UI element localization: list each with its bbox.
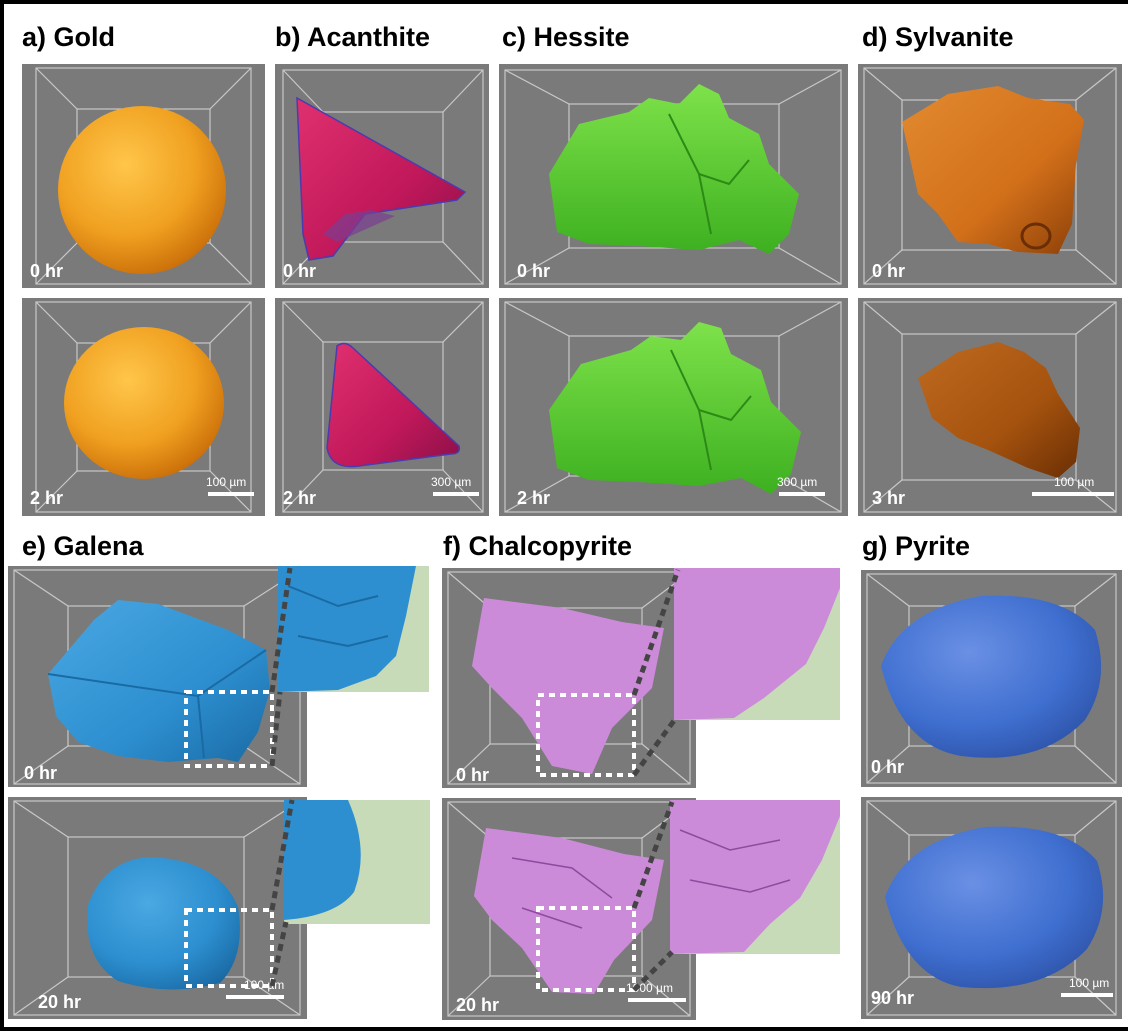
time-label: 90 hr — [871, 988, 915, 1008]
time-label: 2 hr — [283, 488, 317, 508]
chalcopyrite-surface-zoom — [670, 800, 840, 954]
bounding-box-wireframe — [863, 301, 1117, 513]
hessite-grain-2hr — [549, 322, 801, 494]
scale-bar — [779, 492, 825, 496]
galena-surface-zoom — [284, 800, 361, 920]
sylvanite-3hr-panel: 3 hr 100 µm — [858, 298, 1122, 516]
galena-surface-zoom — [278, 566, 416, 692]
hessite-2hr-panel: 2 hr 300 µm — [499, 298, 848, 516]
title-sylvanite: d) Sylvanite — [862, 22, 1014, 52]
time-label: 0 hr — [871, 757, 905, 777]
sylvanite-0hr-panel: 0 hr — [858, 64, 1122, 288]
scale-bar-label: 300 µm — [431, 475, 472, 489]
galena-20hr-panel: 20 hr 100 µm — [8, 797, 307, 1019]
chalcopyrite-0hr-zoom-inset — [674, 568, 840, 720]
title-gold: a) Gold — [22, 22, 115, 52]
pyrite-grain-90hr — [885, 826, 1104, 989]
galena-0hr-zoom-inset — [278, 566, 429, 692]
title-acanthite: b) Acanthite — [275, 22, 430, 52]
scale-bar — [208, 492, 254, 496]
scale-bar — [628, 998, 686, 1002]
scale-bar-label: 100 µm — [1054, 475, 1095, 489]
time-label: 0 hr — [24, 763, 58, 783]
time-label: 0 hr — [30, 261, 64, 281]
scale-bar-label: 300 µm — [777, 475, 818, 489]
chalcopyrite-20hr-zoom-inset — [670, 800, 840, 954]
galena-20hr-zoom-inset — [284, 800, 430, 924]
chalcopyrite-20hr-panel: 20 hr 1000 µm — [442, 798, 696, 1020]
sylvanite-grain-0hr — [902, 86, 1084, 254]
hessite-0hr-panel: 0 hr — [499, 64, 848, 288]
sylvanite-grain-3hr — [918, 342, 1080, 478]
title-pyrite: g) Pyrite — [862, 531, 971, 561]
acanthite-grain-0hr — [296, 96, 467, 261]
gold-2hr-panel: 2 hr 100 µm — [22, 298, 265, 516]
time-label: 20 hr — [456, 995, 500, 1015]
pyrite-grain-0hr — [881, 595, 1102, 758]
galena-0hr-panel: 0 hr — [8, 566, 307, 787]
scale-bar — [1032, 492, 1114, 496]
gold-grain-0hr — [58, 106, 226, 274]
time-label: 2 hr — [30, 488, 64, 508]
time-label: 20 hr — [38, 992, 82, 1012]
bounding-box-wireframe — [282, 301, 484, 513]
pyrite-90hr-panel: 90 hr 100 µm — [861, 797, 1122, 1019]
hessite-grain-0hr — [549, 84, 799, 254]
scale-bar — [433, 492, 479, 496]
title-chalcopyrite: f) Chalcopyrite — [443, 531, 633, 561]
time-label: 0 hr — [456, 765, 490, 785]
scale-bar-label: 100 µm — [1069, 976, 1110, 990]
title-hessite: c) Hessite — [502, 22, 630, 52]
title-galena: e) Galena — [22, 531, 144, 561]
galena-grain-0hr — [47, 600, 270, 762]
scale-bar-label: 100 µm — [244, 978, 285, 992]
gold-0hr-panel: 0 hr — [22, 64, 265, 288]
chalcopyrite-surface-zoom — [674, 568, 840, 720]
acanthite-grain-2hr — [326, 342, 461, 468]
time-label: 0 hr — [872, 261, 906, 281]
scale-bar-label: 100 µm — [206, 475, 247, 489]
acanthite-0hr-panel: 0 hr — [275, 64, 489, 288]
scale-bar — [226, 995, 284, 999]
chalcopyrite-0hr-panel: 0 hr — [442, 568, 696, 788]
acanthite-2hr-panel: 2 hr 300 µm — [275, 298, 489, 516]
scale-bar — [1061, 993, 1113, 997]
chalcopyrite-grain-0hr — [472, 598, 664, 774]
time-label: 3 hr — [872, 488, 906, 508]
time-label: 0 hr — [517, 261, 551, 281]
time-label: 2 hr — [517, 488, 551, 508]
scale-bar-label: 1000 µm — [626, 981, 673, 995]
pyrite-0hr-panel: 0 hr — [861, 570, 1122, 787]
time-label: 0 hr — [283, 261, 317, 281]
gold-grain-2hr — [64, 327, 224, 479]
